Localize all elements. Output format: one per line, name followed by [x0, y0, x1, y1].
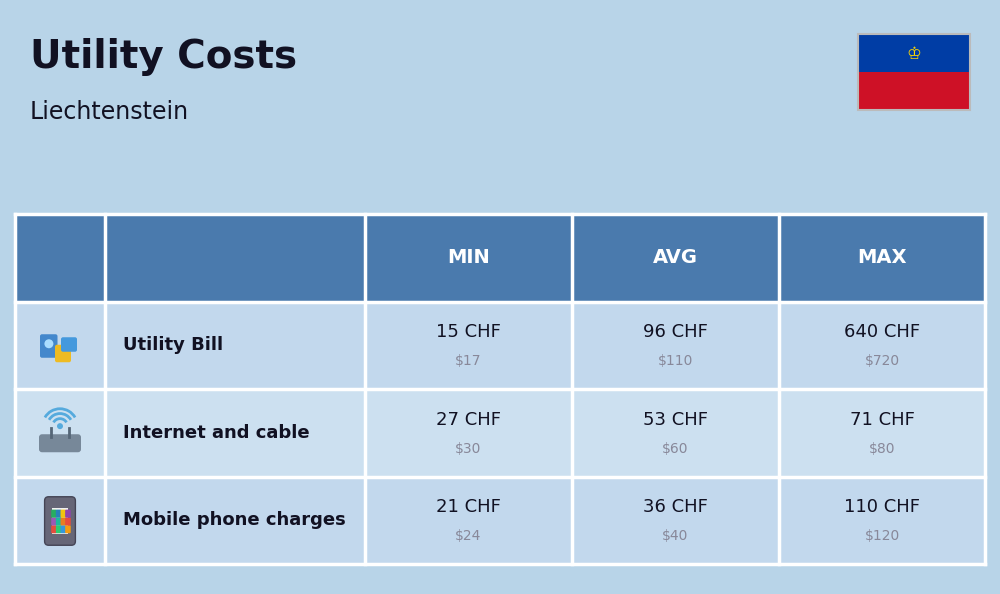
FancyBboxPatch shape	[45, 497, 75, 545]
Text: 640 CHF: 640 CHF	[844, 323, 920, 341]
FancyBboxPatch shape	[60, 525, 66, 533]
Text: Utility Bill: Utility Bill	[123, 336, 223, 354]
FancyBboxPatch shape	[40, 334, 58, 358]
FancyBboxPatch shape	[39, 434, 81, 452]
Bar	[858, 34, 970, 72]
FancyBboxPatch shape	[60, 517, 66, 526]
FancyBboxPatch shape	[65, 517, 71, 526]
FancyBboxPatch shape	[51, 510, 57, 517]
Text: ♔: ♔	[907, 45, 921, 63]
Text: $60: $60	[662, 442, 689, 456]
FancyBboxPatch shape	[51, 517, 57, 526]
Text: $40: $40	[662, 529, 689, 544]
Bar	[858, 34, 970, 110]
Text: $80: $80	[869, 442, 895, 456]
Circle shape	[44, 339, 53, 348]
Text: Utility Costs: Utility Costs	[30, 38, 297, 76]
FancyBboxPatch shape	[61, 337, 77, 352]
Bar	[15, 389, 985, 476]
Text: 15 CHF: 15 CHF	[436, 323, 501, 341]
Text: MAX: MAX	[857, 248, 907, 267]
FancyBboxPatch shape	[65, 525, 71, 533]
Bar	[15, 476, 985, 564]
Text: Liechtenstein: Liechtenstein	[30, 100, 189, 124]
Text: MIN: MIN	[447, 248, 490, 267]
Text: Mobile phone charges: Mobile phone charges	[123, 511, 346, 529]
FancyBboxPatch shape	[56, 517, 61, 526]
Text: 36 CHF: 36 CHF	[643, 498, 708, 516]
FancyBboxPatch shape	[56, 510, 61, 517]
Text: $720: $720	[864, 354, 900, 368]
Text: 53 CHF: 53 CHF	[643, 410, 708, 429]
Text: $30: $30	[455, 442, 482, 456]
Text: 96 CHF: 96 CHF	[643, 323, 708, 341]
Text: $24: $24	[455, 529, 482, 544]
Text: $17: $17	[455, 354, 482, 368]
Bar	[52, 508, 68, 534]
Text: $120: $120	[864, 529, 900, 544]
FancyBboxPatch shape	[65, 510, 71, 517]
Text: $110: $110	[658, 354, 693, 368]
FancyBboxPatch shape	[55, 345, 71, 362]
Bar	[15, 302, 985, 389]
Text: Internet and cable: Internet and cable	[123, 424, 310, 442]
FancyBboxPatch shape	[51, 525, 57, 533]
Text: 110 CHF: 110 CHF	[844, 498, 920, 516]
FancyBboxPatch shape	[60, 510, 66, 517]
FancyBboxPatch shape	[56, 525, 61, 533]
Text: 21 CHF: 21 CHF	[436, 498, 501, 516]
Bar	[15, 214, 985, 302]
Text: AVG: AVG	[653, 248, 698, 267]
Circle shape	[57, 423, 63, 429]
Bar	[858, 72, 970, 110]
Text: 27 CHF: 27 CHF	[436, 410, 501, 429]
Text: 71 CHF: 71 CHF	[850, 410, 914, 429]
